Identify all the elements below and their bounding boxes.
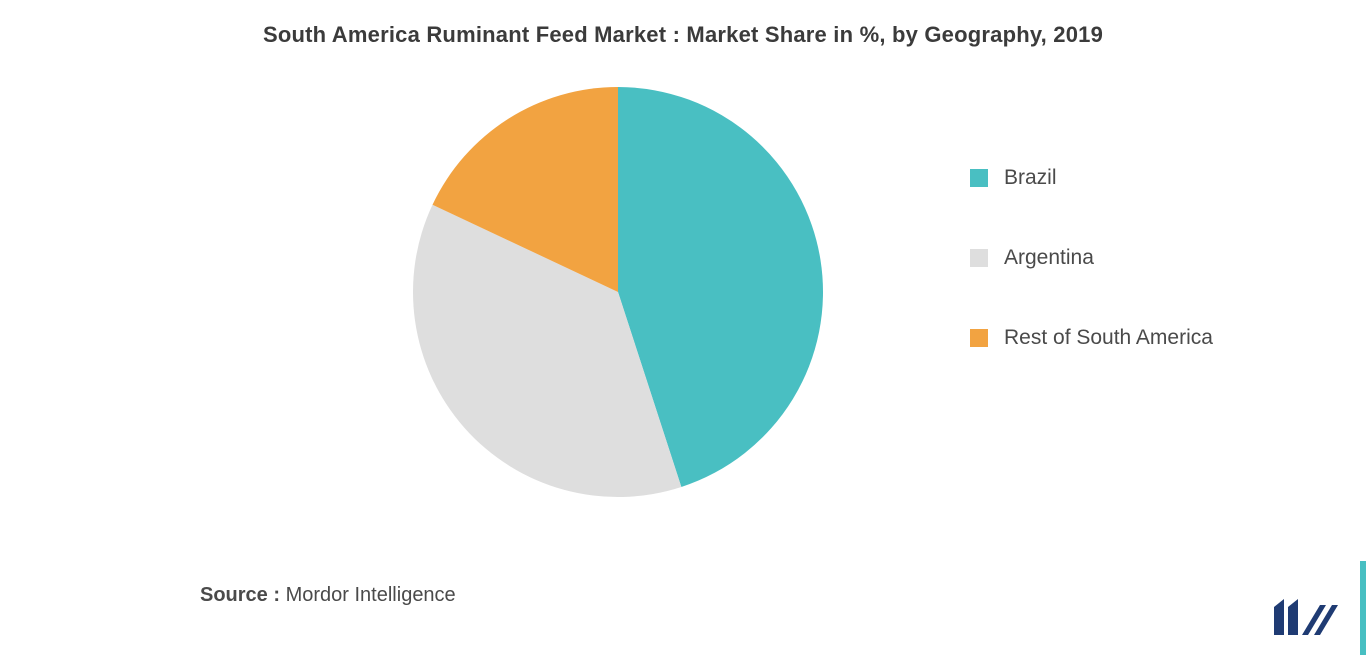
chart-title: South America Ruminant Feed Market : Mar… bbox=[0, 22, 1366, 48]
brand-logo-icon bbox=[1272, 597, 1338, 639]
legend-item-brazil: Brazil bbox=[970, 166, 1213, 190]
accent-bar bbox=[1360, 561, 1366, 655]
legend-item-rest: Rest of South America bbox=[970, 326, 1213, 350]
legend-label: Rest of South America bbox=[1004, 326, 1213, 350]
legend-swatch bbox=[970, 169, 988, 187]
source-value: Mordor Intelligence bbox=[286, 584, 456, 606]
legend-label: Argentina bbox=[1004, 246, 1094, 270]
legend-label: Brazil bbox=[1004, 166, 1057, 190]
legend-swatch bbox=[970, 329, 988, 347]
legend-item-argentina: Argentina bbox=[970, 246, 1213, 270]
source-label: Source : bbox=[200, 584, 280, 606]
pie-chart bbox=[408, 82, 828, 502]
legend: Brazil Argentina Rest of South America bbox=[970, 166, 1213, 350]
source-attribution: Source : Mordor Intelligence bbox=[200, 584, 456, 607]
legend-swatch bbox=[970, 249, 988, 267]
